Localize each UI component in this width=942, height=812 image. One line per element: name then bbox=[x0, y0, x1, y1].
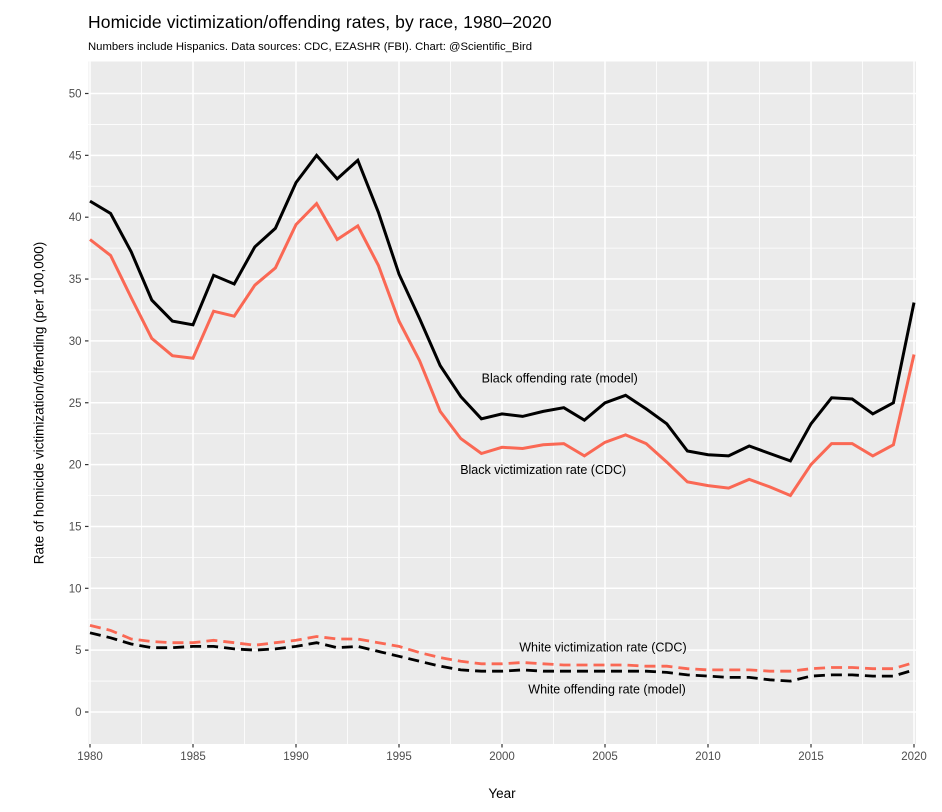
x-tick-label: 2015 bbox=[798, 751, 824, 763]
series-line-black-offending-rate-model- bbox=[89, 153, 916, 463]
y-tick-label: 35 bbox=[69, 274, 82, 286]
series-line-black-victimization-rate-cdc- bbox=[89, 201, 916, 498]
series-line-white-offending-rate-model- bbox=[89, 631, 915, 683]
x-tick-label: 1990 bbox=[283, 751, 309, 763]
x-tick-label: 2000 bbox=[489, 751, 515, 763]
x-tick-label: 2010 bbox=[695, 751, 721, 763]
x-axis-title: Year bbox=[488, 786, 516, 801]
series-line-white-victimization-rate-cdc- bbox=[89, 624, 915, 673]
series-label: Black offending rate (model) bbox=[482, 372, 638, 386]
y-tick-label: 25 bbox=[69, 398, 82, 410]
chart-subtitle: Numbers include Hispanics. Data sources:… bbox=[88, 41, 533, 53]
y-tick-label: 45 bbox=[69, 150, 82, 162]
y-tick-label: 15 bbox=[69, 521, 82, 533]
x-tick-label: 2020 bbox=[901, 751, 927, 763]
y-tick-label: 50 bbox=[69, 89, 82, 101]
y-tick-label: 10 bbox=[69, 583, 82, 595]
y-tick-label: 0 bbox=[75, 707, 81, 719]
series-label: Black victimization rate (CDC) bbox=[460, 463, 626, 477]
y-tick-label: 5 bbox=[75, 645, 81, 657]
series-label: White victimization rate (CDC) bbox=[519, 641, 686, 655]
x-tick-label: 2005 bbox=[592, 751, 618, 763]
series-label: White offending rate (model) bbox=[528, 683, 686, 697]
x-tick-label: 1980 bbox=[77, 751, 103, 763]
y-tick-label: 30 bbox=[69, 336, 82, 348]
chart-title: Homicide victimization/offending rates, … bbox=[88, 12, 552, 32]
x-tick-label: 1995 bbox=[386, 751, 412, 763]
y-tick-label: 20 bbox=[69, 460, 82, 472]
x-tick-label: 1985 bbox=[180, 751, 206, 763]
y-tick-label: 40 bbox=[69, 212, 82, 224]
